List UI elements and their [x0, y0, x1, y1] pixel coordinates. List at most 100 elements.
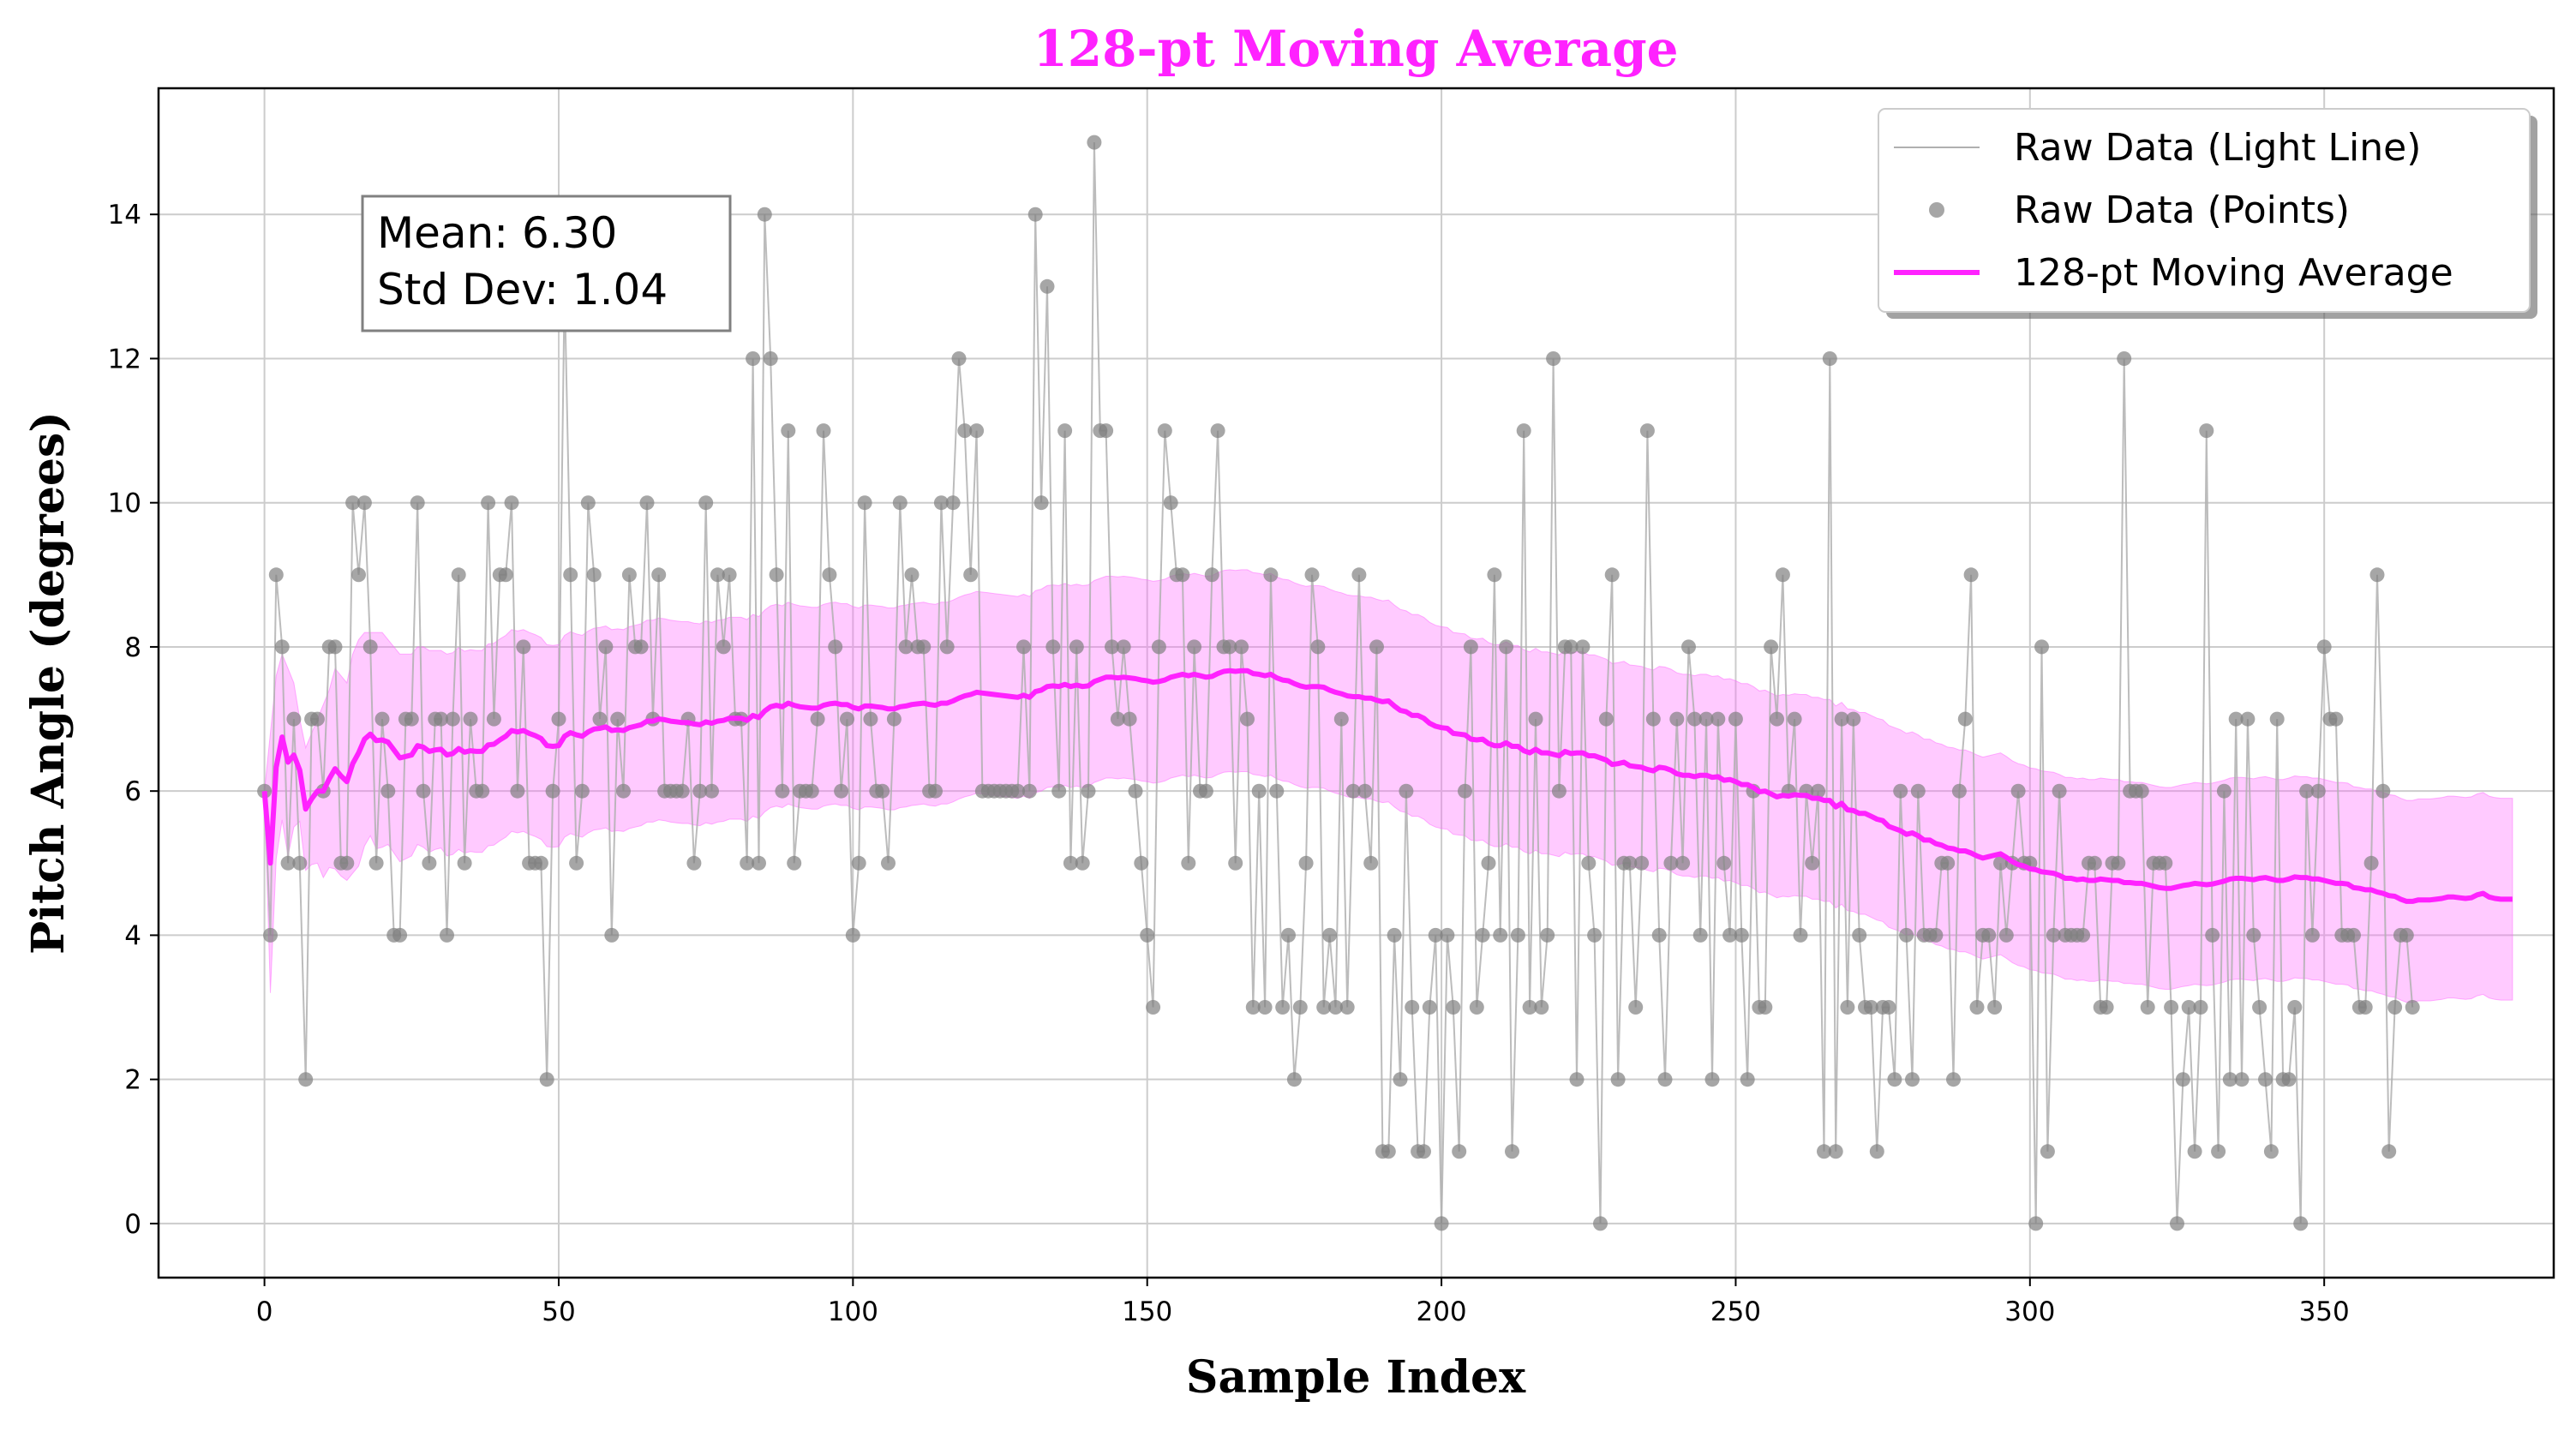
raw-data-point — [510, 783, 525, 799]
raw-data-point — [1728, 711, 1743, 727]
raw-data-point — [1405, 1000, 1420, 1015]
raw-data-point — [1446, 1000, 1461, 1015]
raw-data-point — [1281, 927, 1296, 943]
raw-data-point — [1817, 1144, 1831, 1159]
raw-data-point — [1110, 711, 1125, 727]
raw-data-point — [1710, 711, 1726, 727]
raw-data-point — [598, 639, 614, 655]
raw-data-point — [1905, 1072, 1920, 1087]
raw-data-point — [1010, 783, 1026, 799]
raw-data-point — [2046, 927, 2061, 943]
raw-data-point — [451, 567, 466, 583]
moving-average-line — [261, 668, 2513, 904]
raw-data-point — [1357, 783, 1373, 799]
y-tick-label: 14 — [108, 200, 141, 231]
raw-data-point — [1669, 711, 1685, 727]
raw-data-point — [1417, 1144, 1431, 1159]
raw-data-point — [1628, 1000, 1644, 1015]
legend-label-moving-average: 128-pt Moving Average — [2014, 251, 2453, 295]
raw-data-point — [416, 783, 431, 799]
raw-data-point — [1122, 711, 1137, 727]
raw-data-point — [1805, 855, 1820, 871]
raw-data-point — [2052, 783, 2067, 799]
raw-data-point — [1499, 639, 1514, 655]
raw-data-point — [404, 711, 419, 727]
raw-data-point — [2328, 711, 2344, 727]
raw-data-point — [1899, 927, 1914, 943]
raw-data-point — [2199, 423, 2214, 439]
raw-data-point — [1286, 1072, 1302, 1087]
raw-data-point — [1434, 1216, 1449, 1231]
raw-data-point — [1598, 711, 1614, 727]
raw-data-point — [963, 567, 979, 583]
raw-data-point — [1087, 135, 1102, 150]
raw-data-point — [2187, 1144, 2202, 1159]
raw-data-point — [1698, 711, 1714, 727]
raw-data-point — [374, 711, 390, 727]
raw-data-point — [1399, 783, 1414, 799]
raw-data-point — [1198, 783, 1213, 799]
raw-data-point — [763, 351, 778, 366]
raw-data-points — [257, 135, 2420, 1231]
raw-data-point — [1263, 567, 1279, 583]
x-tick-label: 300 — [2004, 1296, 2055, 1327]
raw-data-point — [1298, 855, 1314, 871]
y-tick-label: 4 — [124, 920, 141, 951]
raw-data-point — [1269, 783, 1285, 799]
x-tick-label: 100 — [828, 1296, 878, 1327]
raw-data-point — [268, 567, 284, 583]
raw-data-point — [1322, 927, 1338, 943]
raw-data-point — [1251, 783, 1267, 799]
raw-data-point — [1234, 639, 1249, 655]
raw-data-point — [1387, 927, 1402, 943]
raw-data-point — [1493, 927, 1508, 943]
raw-data-point — [857, 495, 872, 511]
raw-data-point — [1675, 855, 1691, 871]
raw-data-point — [2310, 783, 2326, 799]
raw-data-point — [1587, 927, 1603, 943]
raw-data-point — [362, 639, 378, 655]
legend: Raw Data (Light Line) Raw Data (Points) … — [1878, 108, 2537, 319]
raw-data-point — [616, 783, 631, 799]
raw-data-point — [1134, 855, 1149, 871]
raw-data-point — [1910, 783, 1926, 799]
raw-data-point — [1428, 927, 1443, 943]
raw-data-point — [1828, 1144, 1843, 1159]
raw-data-point — [1834, 711, 1849, 727]
raw-data-point — [2158, 855, 2173, 871]
raw-data-point — [1787, 711, 1802, 727]
raw-data-point — [2240, 711, 2255, 727]
raw-data-point — [2252, 1000, 2267, 1015]
raw-data-point — [1481, 855, 1496, 871]
raw-data-point — [1569, 1072, 1585, 1087]
raw-data-point — [1534, 1000, 1549, 1015]
raw-data-point — [1811, 783, 1826, 799]
raw-data-point — [863, 711, 878, 727]
x-tick-label: 50 — [542, 1296, 575, 1327]
raw-data-point — [933, 495, 949, 511]
raw-data-point — [539, 1072, 554, 1087]
raw-data-point — [781, 423, 796, 439]
raw-data-point — [621, 567, 637, 583]
raw-data-point — [1716, 855, 1732, 871]
raw-data-point — [2117, 351, 2132, 366]
y-tick-label: 12 — [108, 344, 141, 374]
raw-data-point — [504, 495, 519, 511]
x-tick-label: 0 — [256, 1296, 273, 1327]
raw-data-point — [1734, 927, 1749, 943]
raw-data-point — [1027, 207, 1043, 222]
stats-box-frame — [361, 195, 732, 332]
raw-data-point — [410, 495, 425, 511]
stats-mean: Mean: 6.30 — [377, 208, 617, 258]
raw-data-point — [475, 783, 490, 799]
raw-data-point — [2387, 1000, 2403, 1015]
raw-data-point — [2170, 1216, 2184, 1231]
raw-data-point — [440, 927, 454, 943]
raw-data-point — [1639, 423, 1655, 439]
raw-data-point — [2281, 1072, 2297, 1087]
raw-data-point — [1039, 278, 1055, 294]
raw-data-point — [2357, 1000, 2373, 1015]
raw-data-point — [545, 783, 560, 799]
stats-std: Std Dev: 1.04 — [377, 265, 668, 314]
